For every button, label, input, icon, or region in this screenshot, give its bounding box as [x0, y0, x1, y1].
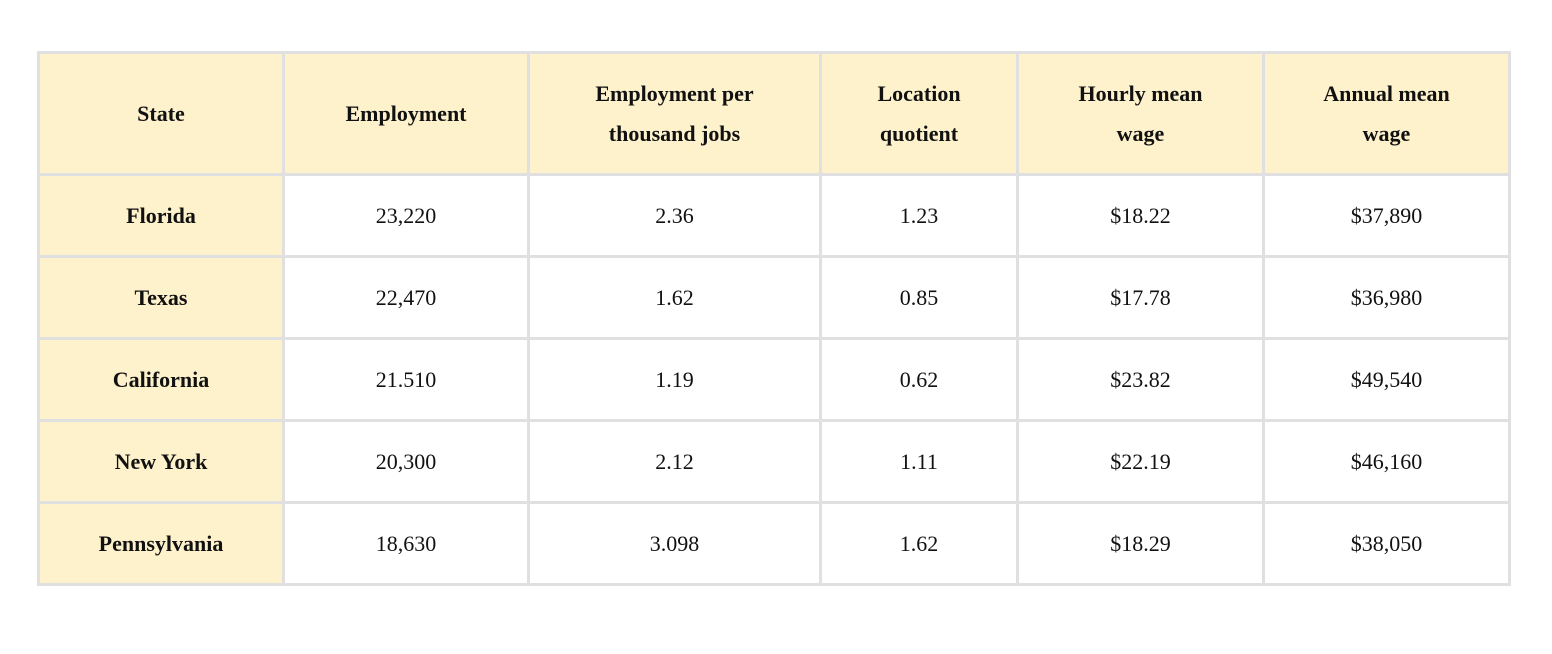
data-cell: 0.85	[819, 255, 1019, 340]
header-cell: Location quotient	[819, 51, 1019, 176]
state-cell: New York	[37, 419, 285, 504]
data-cell: $17.78	[1016, 255, 1265, 340]
data-cell: $37,890	[1262, 173, 1511, 258]
header-cell: State	[37, 51, 285, 176]
data-cell: $46,160	[1262, 419, 1511, 504]
data-cell: 2.12	[527, 419, 822, 504]
data-cell: 18,630	[282, 501, 530, 586]
data-cell: $22.19	[1016, 419, 1265, 504]
data-cell: 3.098	[527, 501, 822, 586]
state-cell: Pennsylvania	[37, 501, 285, 586]
data-cell: 1.11	[819, 419, 1019, 504]
header-cell: Annual mean wage	[1262, 51, 1511, 176]
header-cell: Employment per thousand jobs	[527, 51, 822, 176]
data-cell: $38,050	[1262, 501, 1511, 586]
data-cell: 0.62	[819, 337, 1019, 422]
table-row: Pennsylvania 18,630 3.098 1.62 $18.29 $38,050	[37, 501, 1511, 586]
table-row: Florida 23,220 2.36 1.23 $18.22 $37,890	[37, 173, 1511, 258]
table-header: State Employment Employment per thousand j…	[37, 51, 1511, 176]
state-cell: California	[37, 337, 285, 422]
data-cell: 1.23	[819, 173, 1019, 258]
header-row: State Employment Employment per thousand j…	[37, 51, 1511, 176]
table-row: New York 20,300 2.12 1.11 $22.19 $46,160	[37, 419, 1511, 504]
state-cell: Florida	[37, 173, 285, 258]
data-table: State Employment Employment per thousand j…	[37, 51, 1511, 586]
header-cell: Hourly mean wage	[1016, 51, 1265, 176]
data-cell: $18.22	[1016, 173, 1265, 258]
data-cell: $23.82	[1016, 337, 1265, 422]
data-cell: 23,220	[282, 173, 530, 258]
data-cell: $18.29	[1016, 501, 1265, 586]
data-cell: 1.19	[527, 337, 822, 422]
data-cell: 21.510	[282, 337, 530, 422]
state-cell: Texas	[37, 255, 285, 340]
data-cell: $49,540	[1262, 337, 1511, 422]
table-row: Texas 22,470 1.62 0.85 $17.78 $36,980	[37, 255, 1511, 340]
data-cell: 1.62	[819, 501, 1019, 586]
header-cell: Employment	[282, 51, 530, 176]
data-cell: $36,980	[1262, 255, 1511, 340]
data-cell: 1.62	[527, 255, 822, 340]
table-body: Florida 23,220 2.36 1.23 $18.22 $37,890 Texas 2…	[37, 173, 1511, 586]
table-row: California 21.510 1.19 0.62 $23.82 $49,540	[37, 337, 1511, 422]
data-cell: 20,300	[282, 419, 530, 504]
data-cell: 22,470	[282, 255, 530, 340]
data-cell: 2.36	[527, 173, 822, 258]
